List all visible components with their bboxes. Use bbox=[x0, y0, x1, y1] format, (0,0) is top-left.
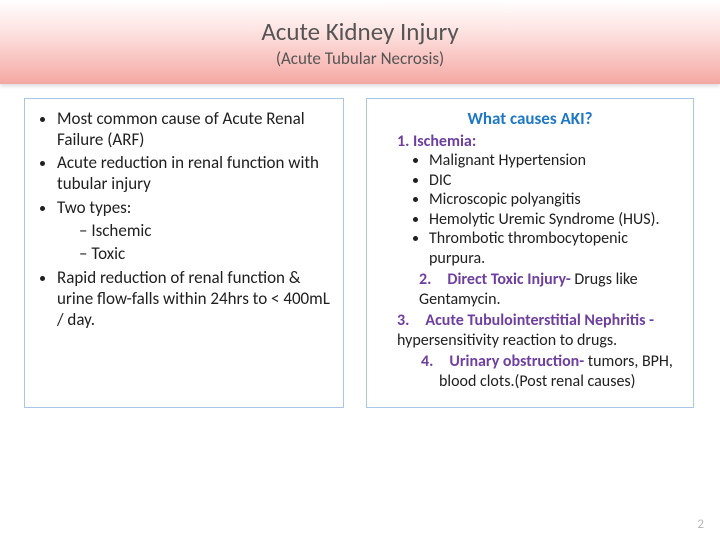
right-box: What causes AKI? 1. Ischemia: Malignant … bbox=[366, 98, 694, 408]
list-item-label: Two types: bbox=[57, 197, 131, 218]
cause-4-label: 4. Urinary obstruction- bbox=[421, 352, 588, 371]
list-item: Most common cause of Acute Renal Failure… bbox=[57, 109, 331, 150]
list-item: Hemolytic Uremic Syndrome (HUS). bbox=[429, 210, 681, 230]
list-item: Microscopic polyangitis bbox=[429, 190, 681, 210]
cause-3-text: hypersensitivity reaction to drugs. bbox=[397, 331, 617, 350]
content-area: Most common cause of Acute Renal Failure… bbox=[0, 84, 720, 408]
list-item: Rapid reduction of renal function & urin… bbox=[57, 268, 331, 330]
slide-subtitle: (Acute Tubular Necrosis) bbox=[276, 48, 444, 69]
list-item: Toxic bbox=[79, 244, 331, 265]
left-bullet-list: Most common cause of Acute Renal Failure… bbox=[37, 109, 331, 330]
cause-1-label: 1. Ischemia: bbox=[397, 132, 476, 151]
cause-2: 2. Direct Toxic Injury- Drugs like Genta… bbox=[379, 270, 681, 309]
title-bar: Acute Kidney Injury (Acute Tubular Necro… bbox=[0, 0, 720, 84]
left-box: Most common cause of Acute Renal Failure… bbox=[24, 98, 344, 408]
cause-4: 4. Urinary obstruction- tumors, BPH, blo… bbox=[379, 352, 681, 391]
list-item: Ischemic bbox=[79, 221, 331, 242]
cause-3: 3. Acute Tubulointerstitial Nephritis - … bbox=[379, 311, 681, 350]
list-item: Acute reduction in renal function with t… bbox=[57, 153, 331, 194]
list-item: Malignant Hypertension bbox=[429, 151, 681, 171]
cause-3-label: 3. Acute Tubulointerstitial Nephritis - bbox=[397, 311, 654, 330]
sub-list: Ischemic Toxic bbox=[57, 221, 331, 265]
cause-1-list: Malignant Hypertension DIC Microscopic p… bbox=[379, 151, 681, 268]
slide-title: Acute Kidney Injury bbox=[261, 16, 458, 47]
list-item: Thrombotic thrombocytopenic purpura. bbox=[429, 229, 681, 268]
list-item: Two types: Ischemic Toxic bbox=[57, 198, 331, 265]
list-item: DIC bbox=[429, 171, 681, 191]
right-heading: What causes AKI? bbox=[379, 109, 681, 130]
page-number: 2 bbox=[697, 517, 704, 532]
cause-2-label: 2. Direct Toxic Injury- bbox=[419, 270, 574, 289]
